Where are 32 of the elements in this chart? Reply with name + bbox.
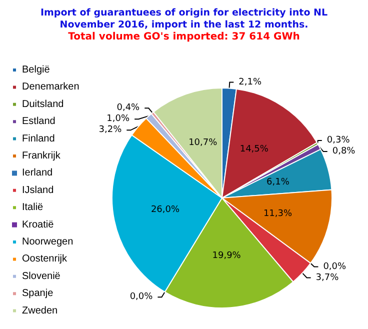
data-label: 14,5% xyxy=(240,144,269,155)
data-label: 19,9% xyxy=(212,250,242,261)
legend-label: Slovenië xyxy=(22,270,61,282)
legend-label: Finland xyxy=(22,133,55,144)
legend-label: Duitsland xyxy=(22,98,64,110)
legend-label: IJsland xyxy=(22,184,54,196)
legend-label: Noorwegen xyxy=(22,236,74,248)
legend-label: Estland xyxy=(22,116,56,128)
legend-label: Italië xyxy=(22,202,44,214)
text: 0,0% xyxy=(130,292,153,302)
data-label: 6,1% xyxy=(266,178,290,188)
legend-label: Zweden xyxy=(22,305,58,316)
legend-label: Kroatië xyxy=(22,219,54,230)
legend-label: België xyxy=(22,64,50,76)
chart-subtitle: Total volume GO's imported: 37 614 GWh xyxy=(68,32,300,42)
data-label: 3,2% xyxy=(98,125,122,136)
data-label: 0,4% xyxy=(116,103,140,114)
legend-label: Denemarken xyxy=(22,82,80,93)
text: 0,0% xyxy=(323,262,346,272)
data-label: 10,7% xyxy=(188,138,218,148)
data-label: 26,0% xyxy=(150,204,180,215)
legend-label: Oostenrijk xyxy=(22,254,68,265)
data-label: 2,1% xyxy=(238,77,262,88)
chart-title: Import of guarantuees of origin for electricity into NL November 2016, import in the last 12 months. xyxy=(40,8,328,30)
legend-label: Frankrijk xyxy=(22,150,62,162)
data-label: 3,7% xyxy=(316,272,340,283)
legend-label: Spanje xyxy=(22,288,54,300)
data-label: 0,3% xyxy=(326,136,350,146)
data-label: 11,3% xyxy=(263,209,292,220)
data-label: 1,0% xyxy=(106,114,130,124)
legend-label: Ierland xyxy=(22,168,53,179)
data-label: 0,8% xyxy=(332,146,356,157)
